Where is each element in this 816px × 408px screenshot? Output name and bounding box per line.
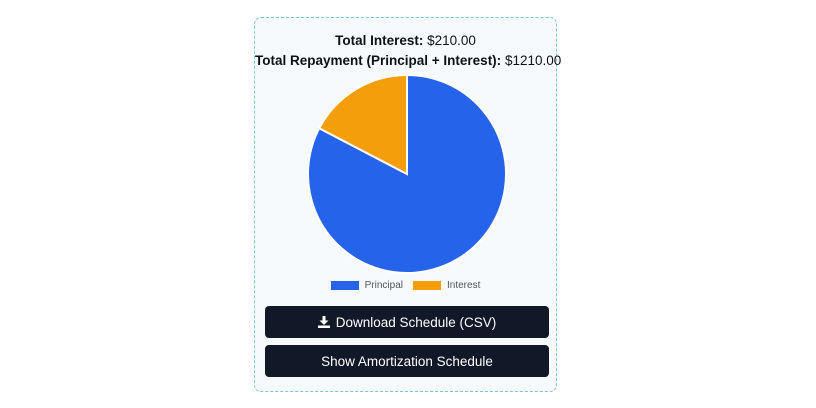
- legend-label: Principal: [364, 280, 403, 291]
- total-repayment-line: Total Repayment (Principal + Interest): …: [255, 53, 561, 68]
- total-repayment-label: Total Repayment (Principal + Interest):: [255, 53, 502, 68]
- show-amortization-schedule-button[interactable]: Show Amortization Schedule: [265, 345, 549, 377]
- total-repayment-value: $1210.00: [504, 53, 562, 68]
- total-interest-line: Total Interest: $210.00: [255, 33, 556, 48]
- principal-interest-pie-chart: [307, 74, 507, 274]
- total-interest-value: $210.00: [427, 33, 476, 48]
- total-interest-label: Total Interest:: [335, 33, 424, 48]
- pie-slice-interest[interactable]: [317, 74, 408, 176]
- chart-legend: Principal Interest: [255, 280, 556, 291]
- download-schedule-label: Download Schedule (CSV): [335, 314, 497, 330]
- legend-label: Interest: [447, 280, 481, 291]
- loan-summary-card: Total Interest: $210.00 Total Repayment …: [254, 17, 561, 392]
- legend-item-principal[interactable]: Principal: [330, 280, 403, 291]
- legend-item-interest[interactable]: Interest: [413, 280, 480, 291]
- show-amortization-schedule-label: Show Amortization Schedule: [321, 353, 493, 369]
- download-icon: [317, 316, 330, 328]
- download-schedule-button[interactable]: Download Schedule (CSV): [265, 306, 549, 338]
- legend-swatch: [413, 281, 441, 290]
- legend-swatch: [330, 281, 359, 290]
